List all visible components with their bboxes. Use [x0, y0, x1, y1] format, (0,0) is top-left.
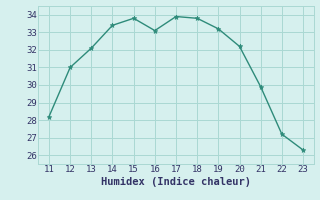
X-axis label: Humidex (Indice chaleur): Humidex (Indice chaleur) [101, 177, 251, 187]
